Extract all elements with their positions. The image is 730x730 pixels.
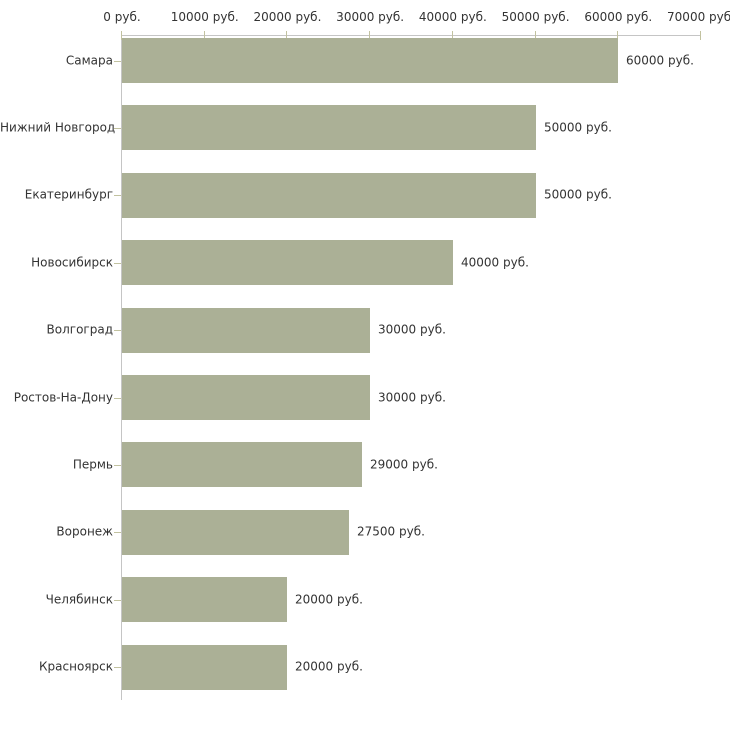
x-tick-mark <box>700 31 701 40</box>
x-axis-line <box>121 35 701 36</box>
x-tick-label: 60000 руб. <box>584 10 653 24</box>
category-label: Самара <box>65 53 113 67</box>
category-label: Воронеж <box>56 524 113 539</box>
y-tick-mark <box>114 465 121 466</box>
category-label: Екатеринбург <box>24 187 113 202</box>
x-tick-label: 0 руб. <box>103 10 141 24</box>
y-tick-mark <box>114 532 121 533</box>
y-tick-mark <box>114 330 121 331</box>
y-tick-mark <box>114 195 121 196</box>
value-label: 20000 руб. <box>295 659 363 674</box>
category-label: Волгоград <box>46 322 113 337</box>
value-label: 20000 руб. <box>295 592 363 607</box>
y-tick-mark <box>114 128 121 129</box>
category-label: Пермь <box>72 457 113 472</box>
bar-9 <box>122 577 287 622</box>
bar-10 <box>122 645 287 690</box>
value-label: 50000 руб. <box>544 120 612 135</box>
bar-2 <box>122 105 536 150</box>
bar-5 <box>122 308 370 353</box>
x-tick-mark <box>452 31 453 40</box>
x-tick-mark <box>617 31 618 40</box>
value-label: 60000 руб. <box>626 53 694 67</box>
x-tick-mark <box>535 31 536 40</box>
bar-3 <box>122 173 536 218</box>
bar-7 <box>122 442 362 487</box>
x-tick-label: 50000 руб. <box>501 10 570 24</box>
value-label: 30000 руб. <box>378 322 446 337</box>
x-tick-label: 70000 руб. <box>667 10 730 24</box>
category-label: Новосибирск <box>31 255 113 270</box>
x-tick-label: 30000 руб. <box>336 10 405 24</box>
x-tick-mark <box>369 31 370 40</box>
value-label: 30000 руб. <box>378 390 446 404</box>
y-tick-mark <box>114 263 121 264</box>
category-label: Ростов-На-Дону <box>13 390 113 404</box>
x-tick-mark <box>121 31 122 40</box>
x-tick-label: 10000 руб. <box>170 10 239 24</box>
y-axis-line <box>121 35 122 700</box>
y-tick-mark <box>114 61 121 62</box>
category-label: Красноярск <box>39 659 113 674</box>
value-label: 27500 руб. <box>357 524 425 539</box>
category-label: Нижний Новгород <box>0 120 116 135</box>
bar-8 <box>122 510 349 555</box>
bar-1 <box>122 38 618 83</box>
bar-6 <box>122 375 370 420</box>
x-tick-label: 40000 руб. <box>418 10 487 24</box>
y-tick-mark <box>114 600 121 601</box>
x-tick-label: 20000 руб. <box>253 10 322 24</box>
category-label: Челябинск <box>45 592 113 607</box>
value-label: 50000 руб. <box>544 187 612 202</box>
value-label: 29000 руб. <box>370 457 438 472</box>
value-label: 40000 руб. <box>461 255 529 270</box>
x-tick-mark <box>286 31 287 40</box>
y-tick-mark <box>114 667 121 668</box>
x-tick-mark <box>204 31 205 40</box>
bar-4 <box>122 240 453 285</box>
y-tick-mark <box>114 398 121 399</box>
